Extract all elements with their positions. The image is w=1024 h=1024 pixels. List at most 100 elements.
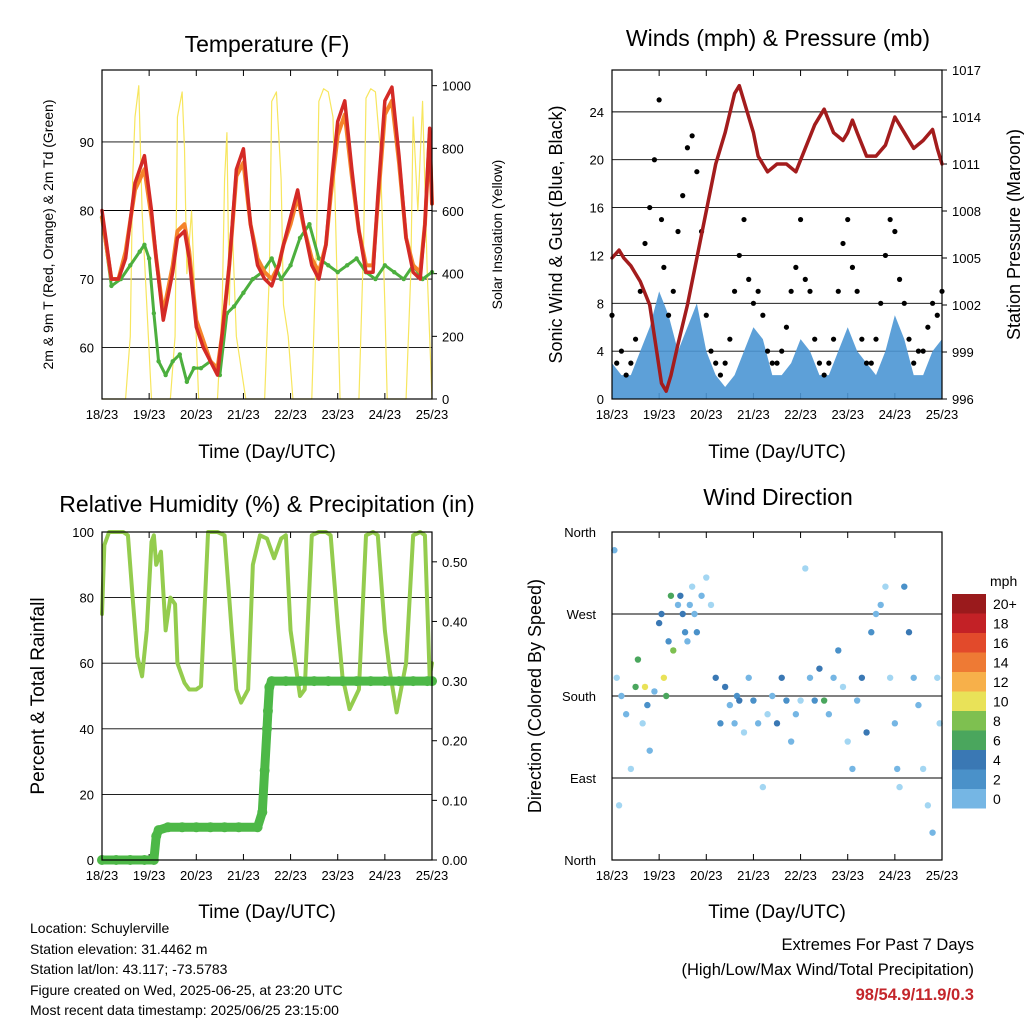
direction-point [891,720,899,727]
x-tick-label: 23/23 [831,868,864,883]
direction-point [929,829,936,836]
legend-label: 20+ [993,596,1017,612]
gust-point [835,288,841,294]
station-elevation: Station elevation: 31.4462 m [30,940,208,957]
x-tick-label: 18/23 [86,868,119,883]
direction-point [849,765,856,773]
y-tick-label: 60 [80,341,94,356]
precip-point [219,822,230,833]
y2-tick-label: 999 [952,345,974,360]
direction-point [886,674,894,681]
gust-point [731,288,738,294]
direction-point [660,674,668,681]
plot-border [101,531,433,861]
direction-point [754,720,762,727]
direction-point [646,747,653,754]
speed-legend: mph 20+ 18 16 14 12 10 8 6 4 2 0 [952,573,1017,809]
precip-point [351,676,362,687]
direction-point [872,610,880,618]
dewpoint-point [191,365,197,371]
gust-point [618,348,625,354]
direction-point [769,692,776,700]
precip-point [191,822,202,833]
y-tick-label: 20 [80,787,94,802]
direction-point [820,697,828,704]
direction-point [641,683,649,691]
gust-point [670,288,676,294]
direction-point [830,674,837,681]
dewpoint-point [288,263,293,268]
direction-point [667,592,675,599]
legend-label: 4 [993,752,1001,768]
precip-point [205,822,216,833]
legend-label: 6 [993,733,1001,749]
gust-point [873,336,879,342]
gust-point [863,360,870,366]
panel-temperature: Temperature (F) Time (Day/UTC) 18/23 19/23 2… [40,31,505,463]
gust-point [892,228,898,235]
direction-point [816,665,823,672]
gust-point [741,216,747,223]
gust-point [736,252,742,259]
dewpoint-point [156,359,161,364]
gust-point [915,348,922,354]
direction-point [936,720,943,727]
gust-point [849,264,856,270]
direction-point [773,720,781,727]
precip-point [262,705,273,716]
y-tick-label: 24 [590,105,604,120]
dewpoint-point [128,263,133,268]
series-2m-temp [100,85,434,377]
x-tick-label: 23/23 [321,868,354,883]
gust-point [661,264,667,270]
y-tick-label: 0 [597,392,604,407]
x-tick-label: 24/23 [369,407,402,422]
gust-point [642,240,648,247]
y-tick-label: West [567,607,597,622]
y2-tick-label: 1008 [952,204,981,219]
chart-title: Temperature (F) [185,31,350,57]
gust-point [684,145,691,151]
direction-point [691,610,698,618]
gust-point [727,336,733,342]
dewpoint-point [142,242,147,247]
precip-point [394,676,404,687]
gust-point [929,300,936,306]
gust-point [854,288,860,294]
direction-point [783,697,790,704]
direction-point [858,674,866,681]
direction-point [639,720,646,727]
direction-point [934,674,941,681]
legend-swatch [952,594,986,614]
gust-point [826,360,832,366]
direction-point [787,738,795,745]
x-tick-label: 21/23 [227,868,260,883]
dewpoint-point [344,263,350,268]
x-tick-label: 25/23 [926,407,959,422]
dewpoint-point [316,256,322,261]
direction-point [863,729,870,736]
x-tick-label: 22/23 [274,868,307,883]
legend-swatch [952,613,986,633]
y2-tick-label: 600 [442,204,464,219]
gust-point [887,216,893,223]
gust-point [911,360,917,366]
direction-point [868,629,875,636]
x-tick-label: 22/23 [274,407,307,422]
gust-point [812,336,818,342]
dewpoint-point [297,235,303,241]
gust-point [656,97,662,103]
gust-point [934,312,940,318]
x-tick-label: 18/23 [596,407,629,422]
gust-point [845,216,851,223]
direction-point [901,583,908,590]
x-tick-label: 25/23 [926,868,959,883]
gust-point [658,216,665,223]
direction-point [896,783,903,791]
direction-point [811,697,818,704]
dewpoint-point [354,256,359,261]
dewpoint-point [151,311,157,316]
precip-point [259,765,270,776]
x-tick-label: 19/23 [133,868,166,883]
